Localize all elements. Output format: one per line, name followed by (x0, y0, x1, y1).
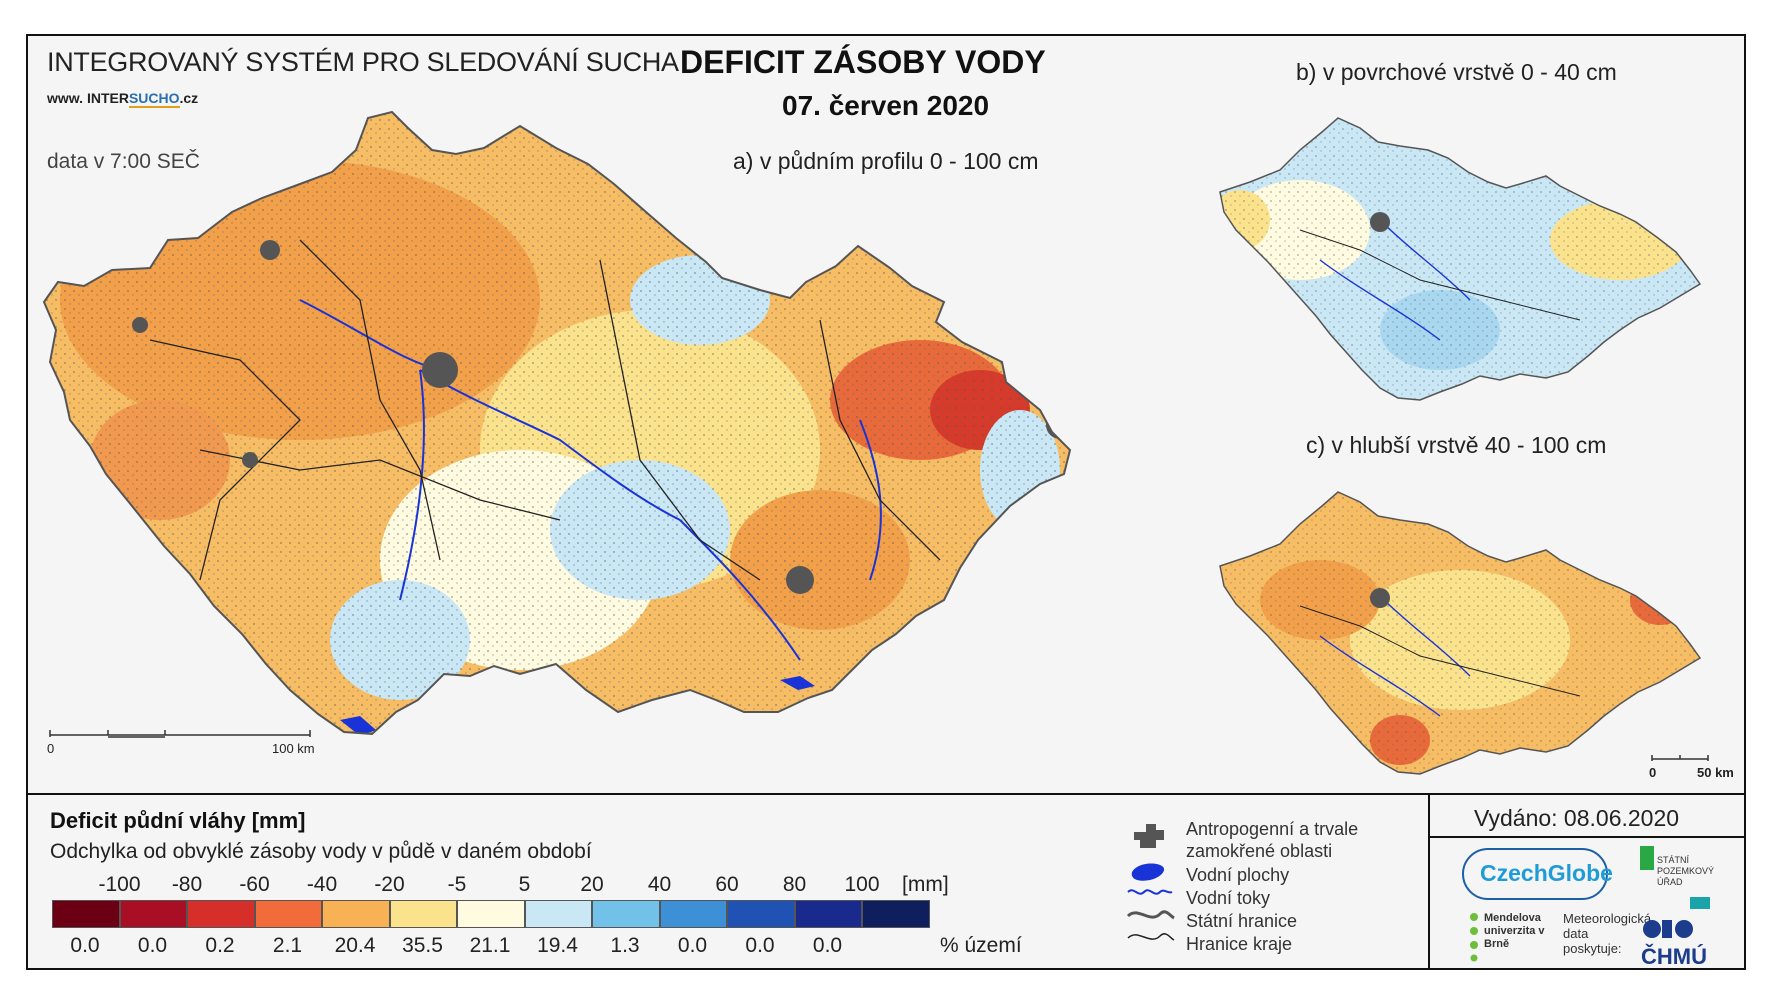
legend-unit: [mm] (902, 873, 949, 896)
legend-percentage: 0.0 (677, 934, 708, 957)
map-c-title: c) v hlubší vrstvě 40 - 100 cm (1306, 432, 1607, 458)
legend-break-label: 80 (782, 873, 807, 896)
legend-pct-unit: % území (940, 934, 1022, 957)
scale-bar-small (1651, 755, 1709, 761)
mendel-logo: Mendelova univerzita v Brně (1484, 912, 1545, 950)
scale-main-end: 100 km (272, 741, 315, 756)
legend-swatch (524, 900, 592, 928)
legend-break-label: 40 (647, 873, 672, 896)
legend-swatch (862, 900, 930, 928)
legend-percentage: 0.0 (70, 934, 100, 957)
legend-percentage: 0.0 (745, 934, 775, 957)
region-border-label: Hranice kraje (1186, 934, 1293, 954)
legend-swatch (119, 900, 187, 928)
legend-swatch (794, 900, 862, 928)
website-suffix: .cz (179, 90, 199, 106)
river-label: Vodní toky (1186, 888, 1271, 908)
website-prefix: www. (47, 90, 87, 106)
system-title: INTEGROVANÝ SYSTÉM PRO SLEDOVÁNÍ SUCHA (47, 47, 679, 77)
map-c (1219, 491, 1702, 775)
czechglobe-logo[interactable] (1462, 848, 1608, 900)
map-b-title: b) v povrchové vrstvě 0 - 40 cm (1296, 59, 1617, 85)
legend-break-label: 20 (580, 873, 604, 896)
chmu-logo-mark (1690, 897, 1710, 909)
legend-swatch (52, 900, 120, 928)
legend-title: Deficit půdní vláhy [mm] (50, 808, 306, 833)
map-a-title: a) v půdním profilu 0 - 100 cm (733, 148, 1039, 174)
logo-divider (1428, 793, 1430, 970)
scale-small-end: 50 km (1697, 765, 1734, 780)
legend-swatch (457, 900, 525, 928)
legend-percentage: 0.0 (137, 934, 168, 957)
legend-divider (26, 793, 1746, 795)
mendel-logo-dots (1470, 913, 1478, 962)
main-title: DEFICIT ZÁSOBY VODY (680, 44, 1046, 80)
state-border-label: Státní hranice (1186, 911, 1298, 931)
legend-percentage: 0.0 (812, 934, 843, 957)
symbol-legend-icons (1126, 824, 1175, 941)
map-date: 07. červen 2020 (782, 90, 990, 121)
legend-percentage: 2.1 (272, 934, 303, 957)
legend-swatch (659, 900, 727, 928)
anthropogenic-icon (1134, 824, 1164, 848)
region-border-icon (1127, 933, 1175, 941)
legend-break-label: -80 (171, 873, 203, 896)
spu-logo: STÁTNÍ POZEMKOVÝ ÚŘAD (1657, 855, 1715, 887)
legend-break-label: -5 (447, 873, 467, 896)
state-border-icon (1126, 910, 1175, 920)
legend-break-label: -40 (306, 873, 338, 896)
data-time: data v 7:00 SEČ (47, 150, 200, 173)
legend-break-label: -20 (374, 873, 405, 896)
legend-percentage: 35.5 (402, 934, 443, 957)
website-link[interactable]: www. INTERSUCHO.cz (47, 90, 199, 108)
legend-subtitle: Odchylka od obvyklé zásoby vody v půdě v… (50, 840, 592, 863)
legend-break-label: -100 (98, 873, 141, 896)
legend-swatch (727, 900, 795, 928)
legend-swatch (254, 900, 322, 928)
legend-swatch (389, 900, 457, 928)
river-icon (1127, 889, 1173, 895)
legend-swatch (187, 900, 255, 928)
czechglobe-text: CzechGlobe (1480, 860, 1613, 886)
scale-main-start: 0 (47, 741, 55, 756)
issued-divider (1428, 836, 1746, 838)
legend-percentage: 19.4 (537, 934, 578, 957)
scale-small-start: 0 (1649, 765, 1657, 780)
chmu-logo-shapes (1643, 920, 1693, 938)
legend-break-label: 100 (844, 873, 880, 896)
website-inter: INTER (86, 90, 129, 106)
anthropogenic-label: Antropogenní a trvale zamokřené oblasti (1186, 819, 1359, 861)
map-a (42, 110, 1072, 736)
website-highlight: SUCHO (128, 90, 180, 108)
water-body-label: Vodní plochy (1186, 865, 1290, 885)
legend-percentage: 20.4 (334, 934, 376, 957)
legend-break-label: -60 (239, 873, 270, 896)
meteo-data-label: Meteorologická data poskytuje: (1563, 911, 1652, 956)
spu-logo-mark (1640, 846, 1654, 870)
legend-break-label: 60 (715, 873, 739, 896)
legend-percentage: 21.1 (469, 934, 511, 957)
map-b (1219, 117, 1702, 401)
legend-break-label: 5 (518, 873, 531, 896)
legend-swatch (592, 900, 660, 928)
legend-percentage: 1.3 (610, 934, 640, 957)
issued-date: Vydáno: 08.06.2020 (1474, 805, 1680, 831)
scale-bar-main (49, 730, 311, 738)
water-body-icon (1131, 863, 1165, 881)
chmu-logo: ČHMÚ (1641, 944, 1707, 969)
legend-percentage: 0.2 (205, 934, 235, 957)
legend-swatch (322, 900, 390, 928)
